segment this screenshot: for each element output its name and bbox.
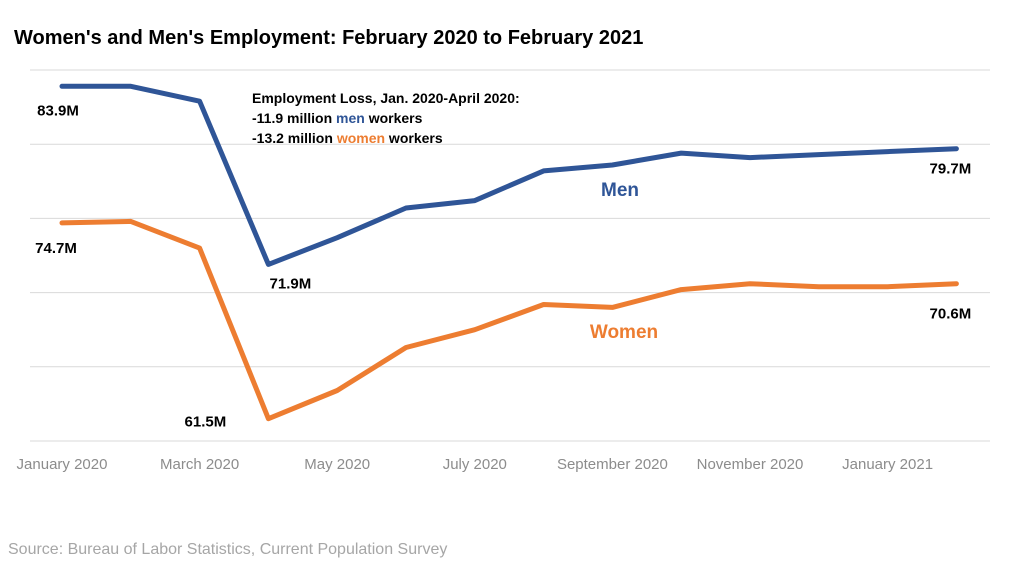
x-tick-label: September 2020 — [557, 456, 668, 473]
series-label-women: Women — [590, 322, 658, 343]
annotation-women-prefix: -13.2 million — [252, 130, 337, 146]
data-labels: 83.9M 71.9M 79.7M 74.7M 61.5M 70.6M — [35, 102, 971, 430]
x-tick-label: May 2020 — [304, 456, 370, 473]
annotation-men-suffix: workers — [365, 110, 423, 126]
annotation-box: Employment Loss, Jan. 2020-April 2020: -… — [252, 90, 520, 146]
data-label-women-0: 74.7M — [35, 240, 77, 257]
chart-title: Women's and Men's Employment: February 2… — [14, 27, 643, 49]
x-axis-ticks: January 2020 March 2020 May 2020 July 2020 S… — [17, 456, 934, 473]
annotation-women-line: -13.2 million women workers — [252, 130, 443, 146]
annotation-women-suffix: workers — [385, 130, 443, 146]
x-tick-label: January 2021 — [842, 456, 933, 473]
gridlines — [30, 69, 990, 442]
data-label-men-3: 71.9M — [270, 275, 312, 292]
series-line-women — [59, 218, 959, 422]
annotation-men-word: men — [336, 110, 365, 126]
data-label-men-13: 79.7M — [930, 161, 972, 178]
annotation-title: Employment Loss, Jan. 2020-April 2020: — [252, 90, 520, 106]
data-label-women-3: 61.5M — [185, 414, 227, 431]
data-label-men-0: 83.9M — [37, 102, 79, 119]
series-lines — [59, 83, 959, 422]
series-label-men: Men — [601, 180, 639, 201]
x-tick-label: July 2020 — [443, 456, 507, 473]
data-label-women-13: 70.6M — [930, 306, 972, 323]
annotation-men-line: -11.9 million men workers — [252, 110, 423, 126]
x-tick-label: January 2020 — [17, 456, 108, 473]
source-note: Source: Bureau of Labor Statistics, Curr… — [8, 541, 447, 558]
x-tick-label: March 2020 — [160, 456, 239, 473]
series-line-men — [59, 83, 959, 267]
annotation-women-word: women — [336, 130, 385, 146]
annotation-men-prefix: -11.9 million — [252, 110, 336, 126]
x-tick-label: November 2020 — [697, 456, 804, 473]
